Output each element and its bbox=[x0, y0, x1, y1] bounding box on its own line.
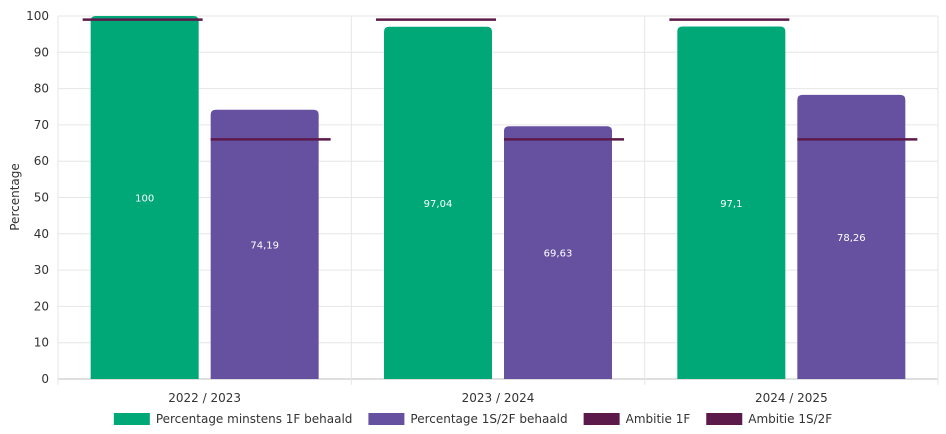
labels-layer: 100 74,19 97,04 69,63 97,1 78,26 bbox=[135, 194, 866, 260]
y-tick-label: 10 bbox=[34, 336, 49, 350]
y-tick-label: 40 bbox=[34, 227, 49, 241]
legend-label: Percentage 1S/2F behaald bbox=[410, 412, 567, 426]
target-lines-layer bbox=[82, 18, 918, 141]
y-tick-label: 80 bbox=[34, 82, 49, 96]
bar-data-label: 78,26 bbox=[837, 233, 866, 244]
legend-label: Percentage minstens 1F behaald bbox=[156, 412, 353, 426]
y-tick-label: 100 bbox=[26, 9, 49, 23]
bar-data-label: 74,19 bbox=[250, 240, 279, 251]
legend-label: Ambitie 1F bbox=[626, 412, 691, 426]
legend-label: Ambitie 1S/2F bbox=[748, 412, 832, 426]
bar bbox=[210, 109, 319, 379]
bar bbox=[384, 26, 492, 379]
grid-layer bbox=[57, 15, 939, 385]
y-tick-label: 30 bbox=[34, 263, 49, 277]
y-axis-title: Percentage bbox=[8, 163, 22, 231]
legend-swatch bbox=[368, 413, 405, 425]
bar-data-label: 69,63 bbox=[544, 249, 573, 260]
legend-item[interactable]: Ambitie 1F bbox=[583, 412, 691, 426]
y-tick-label: 50 bbox=[34, 191, 49, 205]
x-tick-label: 2022 / 2023 bbox=[168, 391, 241, 405]
bars-layer bbox=[90, 16, 906, 379]
legend-item[interactable]: Percentage minstens 1F behaald bbox=[113, 412, 353, 426]
bar bbox=[797, 94, 906, 379]
legend-swatch bbox=[113, 413, 150, 425]
x-tick-label: 2023 / 2024 bbox=[462, 391, 535, 405]
legend-item[interactable]: Percentage 1S/2F behaald bbox=[368, 412, 568, 426]
legend-item[interactable]: Ambitie 1S/2F bbox=[706, 412, 832, 426]
y-tick-label: 60 bbox=[34, 154, 49, 168]
bar bbox=[90, 16, 199, 379]
bar-data-label: 100 bbox=[135, 194, 154, 205]
bar-data-label: 97,04 bbox=[424, 199, 453, 210]
bar bbox=[677, 26, 786, 379]
bar bbox=[504, 126, 612, 379]
y-tick-label: 90 bbox=[34, 45, 49, 59]
legend: Percentage minstens 1F behaald Percentage… bbox=[113, 412, 832, 426]
y-tick-label: 0 bbox=[41, 372, 49, 386]
y-tick-label: 20 bbox=[34, 299, 49, 313]
axis-layer: 0 10 20 30 40 50 60 70 80 90 100 2022 / 2023 2023 / … bbox=[26, 9, 828, 405]
x-tick-label: 2024 / 2025 bbox=[755, 391, 828, 405]
y-tick-label: 70 bbox=[34, 118, 49, 132]
legend-swatch bbox=[583, 413, 620, 425]
legend-swatch bbox=[706, 413, 743, 425]
bar-data-label: 97,1 bbox=[720, 199, 742, 210]
